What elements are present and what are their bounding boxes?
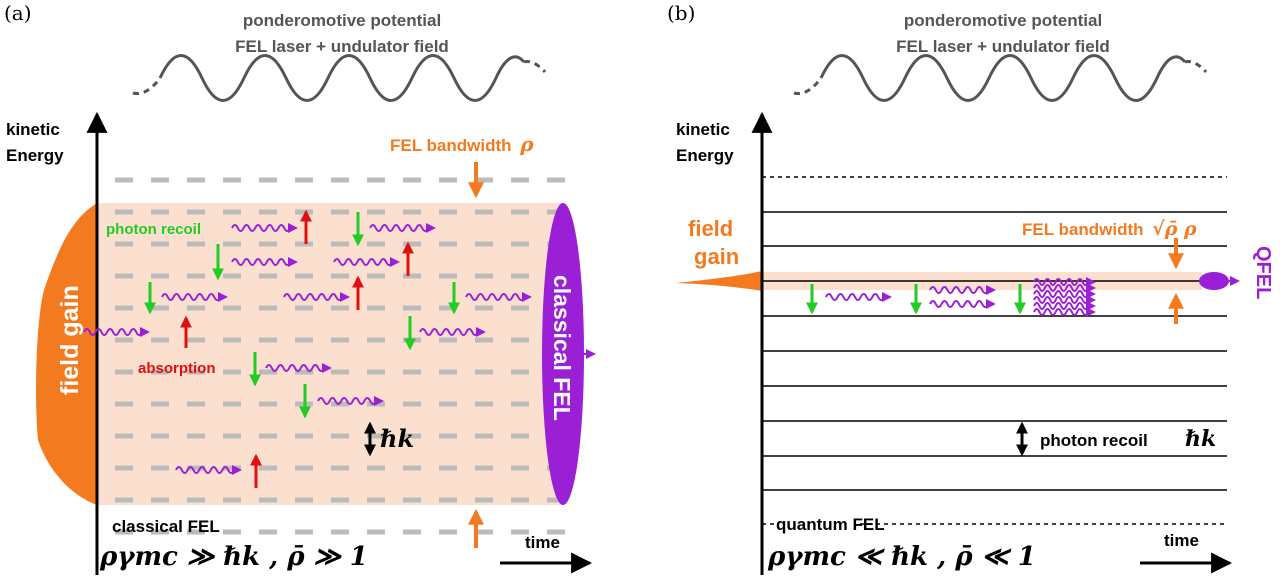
panel-b-title-line1: ponderomotive potential [904,11,1102,30]
classical-fel-vertical-label: classical FEL [549,275,575,421]
panel-b-title-line2: FEL laser + undulator field [896,37,1110,56]
regime-label-a: classical FEL [112,517,220,536]
photon-wiggle [825,292,892,302]
qfel-label: QFEL [1252,246,1274,299]
y-axis-label-b-line1: kinetic [676,120,730,139]
hbar-k-label-b: ℏk [1185,426,1216,452]
photon-wiggle [175,465,242,475]
photon-wiggle [231,223,298,233]
ponderomotive-wave-b-dashed-right [1184,60,1208,74]
bandwidth-label-a: FEL bandwidth ρ [390,132,534,156]
photon-wiggle [333,257,400,267]
field-gain-label-b-line1: field [688,216,733,241]
photon-recoil-label-b: photon recoil [1040,431,1148,450]
panel-b-label: (b) [667,1,695,25]
photon-wiggle [929,299,996,309]
classical-fel-ellipse [542,203,584,505]
panel-a: (a) ponderomotive potential FEL laser + … [4,1,596,575]
emission-events-a [83,209,532,488]
photon-wiggle [161,292,228,302]
field-gain-shape-a [36,203,97,505]
photon-wiggle [929,285,996,295]
panel-a-title-line1: ponderomotive potential [243,11,441,30]
panel-a-title-line2: FEL laser + undulator field [235,37,449,56]
y-axis-label-a-line1: kinetic [6,120,60,139]
photon-wiggle [83,327,150,337]
emission-events-b [806,277,1096,317]
photon-wiggle [1033,289,1096,299]
photon-wiggle [317,396,384,406]
photon-wiggle [1033,283,1096,293]
photon-wiggle [465,292,532,302]
photon-wiggle [1033,295,1096,305]
ponderomotive-wave-b-dashed-left [793,77,823,96]
time-label-b: time [1164,531,1199,550]
bandwidth-label-b: FEL bandwidth √ρ̄ ρ [1022,218,1197,240]
y-axis-label-b-line2: Energy [676,146,734,165]
y-axis-label-a-line2: Energy [6,146,64,165]
qfel-ellipse [1199,272,1229,290]
hbar-k-label-a: ℏk [380,424,414,453]
panel-b: (b) ponderomotive potential FEL laser + … [667,1,1274,575]
photon-wiggle [283,292,350,302]
formula-a: ργmc ≫ ℏk , ρ̄ ≫ 1 [99,542,368,572]
photon-wiggle [1033,277,1096,287]
photon-recoil-label-a: photon recoil [106,221,201,238]
photon-wiggle [1033,301,1096,311]
time-label-a: time [525,533,560,552]
field-gain-shape-b [676,271,762,291]
photon-wiggle [265,363,332,373]
photon-wiggle [419,327,486,337]
photon-wiggle [369,223,436,233]
ponderomotive-wave-b [819,54,1187,102]
panel-a-label: (a) [4,1,32,25]
field-gain-label-a: field gain [56,285,84,395]
ponderomotive-wave-a-dashed-left [132,77,162,96]
photon-wiggle [1033,307,1096,317]
fel-band-a [97,203,564,505]
regime-label-b: quantum FEL [776,515,885,534]
photon-wiggle [231,257,298,267]
formula-b: ργmc ≪ ℏk , ρ̄ ≪ 1 [767,542,1036,572]
absorption-label: absorption [138,360,216,377]
ponderomotive-wave-a [158,54,526,102]
ponderomotive-wave-a-dashed-right [523,60,547,74]
energy-levels-b [762,211,1227,491]
field-gain-label-b-line2: gain [694,244,739,269]
